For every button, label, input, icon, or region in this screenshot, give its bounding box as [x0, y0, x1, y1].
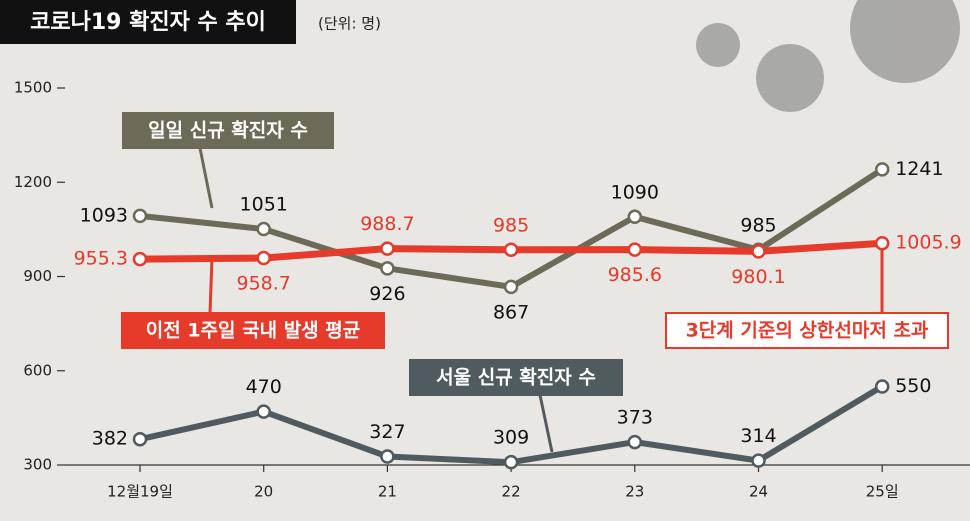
data-point [503, 242, 519, 258]
title-box [0, 0, 296, 44]
y-tick-label: 1500 [14, 79, 52, 97]
data-point [751, 453, 766, 468]
legend-seoul-box [409, 359, 623, 396]
value-label: 1241 [895, 158, 943, 180]
data-point [627, 434, 643, 450]
legend-seoul-text: 서울 신규 확진자 수 [436, 366, 596, 389]
legend-seoul-pointer [538, 394, 554, 453]
x-tick-label: 20 [254, 483, 273, 501]
value-label: 985 [740, 214, 776, 236]
x-tick-label: 22 [502, 483, 521, 501]
data-point [256, 404, 271, 419]
value-label: 985.6 [608, 264, 662, 286]
value-label: 1093 [80, 204, 128, 226]
legend-daily-text: 일일 신규 확진자 수 [148, 119, 308, 142]
value-label: 314 [740, 425, 776, 447]
value-label: 309 [493, 427, 529, 449]
data-point [874, 379, 890, 394]
y-tick-label: 1200 [14, 173, 52, 191]
value-label: 985 [493, 214, 529, 236]
data-point [132, 251, 148, 267]
annotation-box [665, 312, 949, 349]
legend-daily-pointer [198, 147, 214, 209]
value-label: 550 [895, 375, 931, 397]
x-tick-label: 25일 [866, 483, 899, 501]
unit-label: (단위: 명) [318, 15, 381, 33]
value-label: 988.7 [360, 213, 414, 235]
legend-daily-box [122, 112, 334, 149]
legend-average-box [121, 312, 385, 349]
data-point [380, 241, 395, 256]
data-point [627, 242, 643, 257]
data-point [380, 261, 395, 276]
data-point [751, 244, 766, 259]
value-label: 1051 [240, 194, 288, 216]
data-point [380, 449, 395, 464]
data-point [132, 208, 148, 224]
data-point [132, 431, 148, 447]
value-label: 470 [246, 376, 282, 398]
value-label: 373 [617, 407, 653, 429]
legend-average-text: 이전 1주일 국내 발생 평균 [146, 320, 360, 342]
data-point [874, 162, 890, 177]
value-label: 327 [369, 421, 405, 443]
x-tick-label: 23 [625, 483, 644, 501]
data-point [627, 209, 643, 225]
value-label: 980.1 [731, 266, 785, 288]
data-point [874, 235, 890, 251]
value-label: 955.3 [74, 248, 128, 270]
legend-average-pointer [208, 257, 214, 314]
y-tick-label: 600 [23, 361, 52, 379]
x-tick-label: 12월19일 [107, 483, 173, 501]
annotation-text: 3단계 기준의 상한선마저 초과 [686, 320, 929, 342]
data-point [503, 454, 519, 470]
data-point [256, 221, 271, 237]
data-point [256, 250, 271, 266]
value-label: 1005.9 [895, 232, 961, 254]
x-tick-label: 24 [749, 483, 768, 501]
value-label: 382 [92, 428, 128, 450]
x-tick-label: 21 [378, 483, 397, 501]
value-label: 926 [369, 283, 405, 305]
data-point [503, 279, 519, 295]
virus-decoration [696, 0, 960, 112]
value-label: 867 [493, 301, 529, 323]
value-label: 958.7 [236, 273, 290, 295]
y-tick-label: 300 [23, 456, 52, 474]
y-tick-label: 900 [23, 267, 52, 285]
chart-title: 코로나19 확진자 수 추이 [30, 10, 266, 35]
value-label: 1090 [611, 181, 659, 203]
